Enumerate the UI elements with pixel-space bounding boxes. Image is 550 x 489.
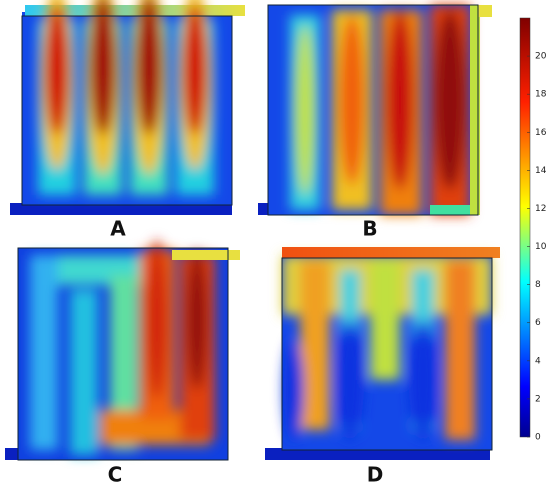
colorbar-tick-label: 4 — [535, 356, 541, 366]
colorbar-tick-label: 20 — [535, 52, 547, 62]
colorbar-tick-label: 0 — [535, 433, 541, 443]
panel-d: D — [265, 247, 500, 487]
panel-c: C — [5, 240, 240, 487]
colorbar-tick-label: 8 — [535, 280, 541, 290]
panel-label: B — [362, 217, 377, 241]
colorbar-tick-label: 16 — [535, 128, 547, 138]
colorbar-tick-label: 18 — [535, 90, 547, 100]
panel-a: A — [10, 0, 245, 241]
panel-label: D — [367, 463, 384, 487]
panel-b: B — [258, 4, 492, 241]
colorbar-tick-label: 10 — [535, 242, 547, 252]
colorbar-tick-label: 6 — [535, 318, 541, 328]
colorbar — [519, 17, 531, 438]
panel-label: A — [110, 217, 126, 241]
colorbar-tick-label: 14 — [535, 166, 547, 176]
colorbar-tick-label: 12 — [535, 204, 546, 214]
panel-label: C — [108, 463, 123, 487]
colorbar-tick-label: 2 — [535, 394, 541, 404]
